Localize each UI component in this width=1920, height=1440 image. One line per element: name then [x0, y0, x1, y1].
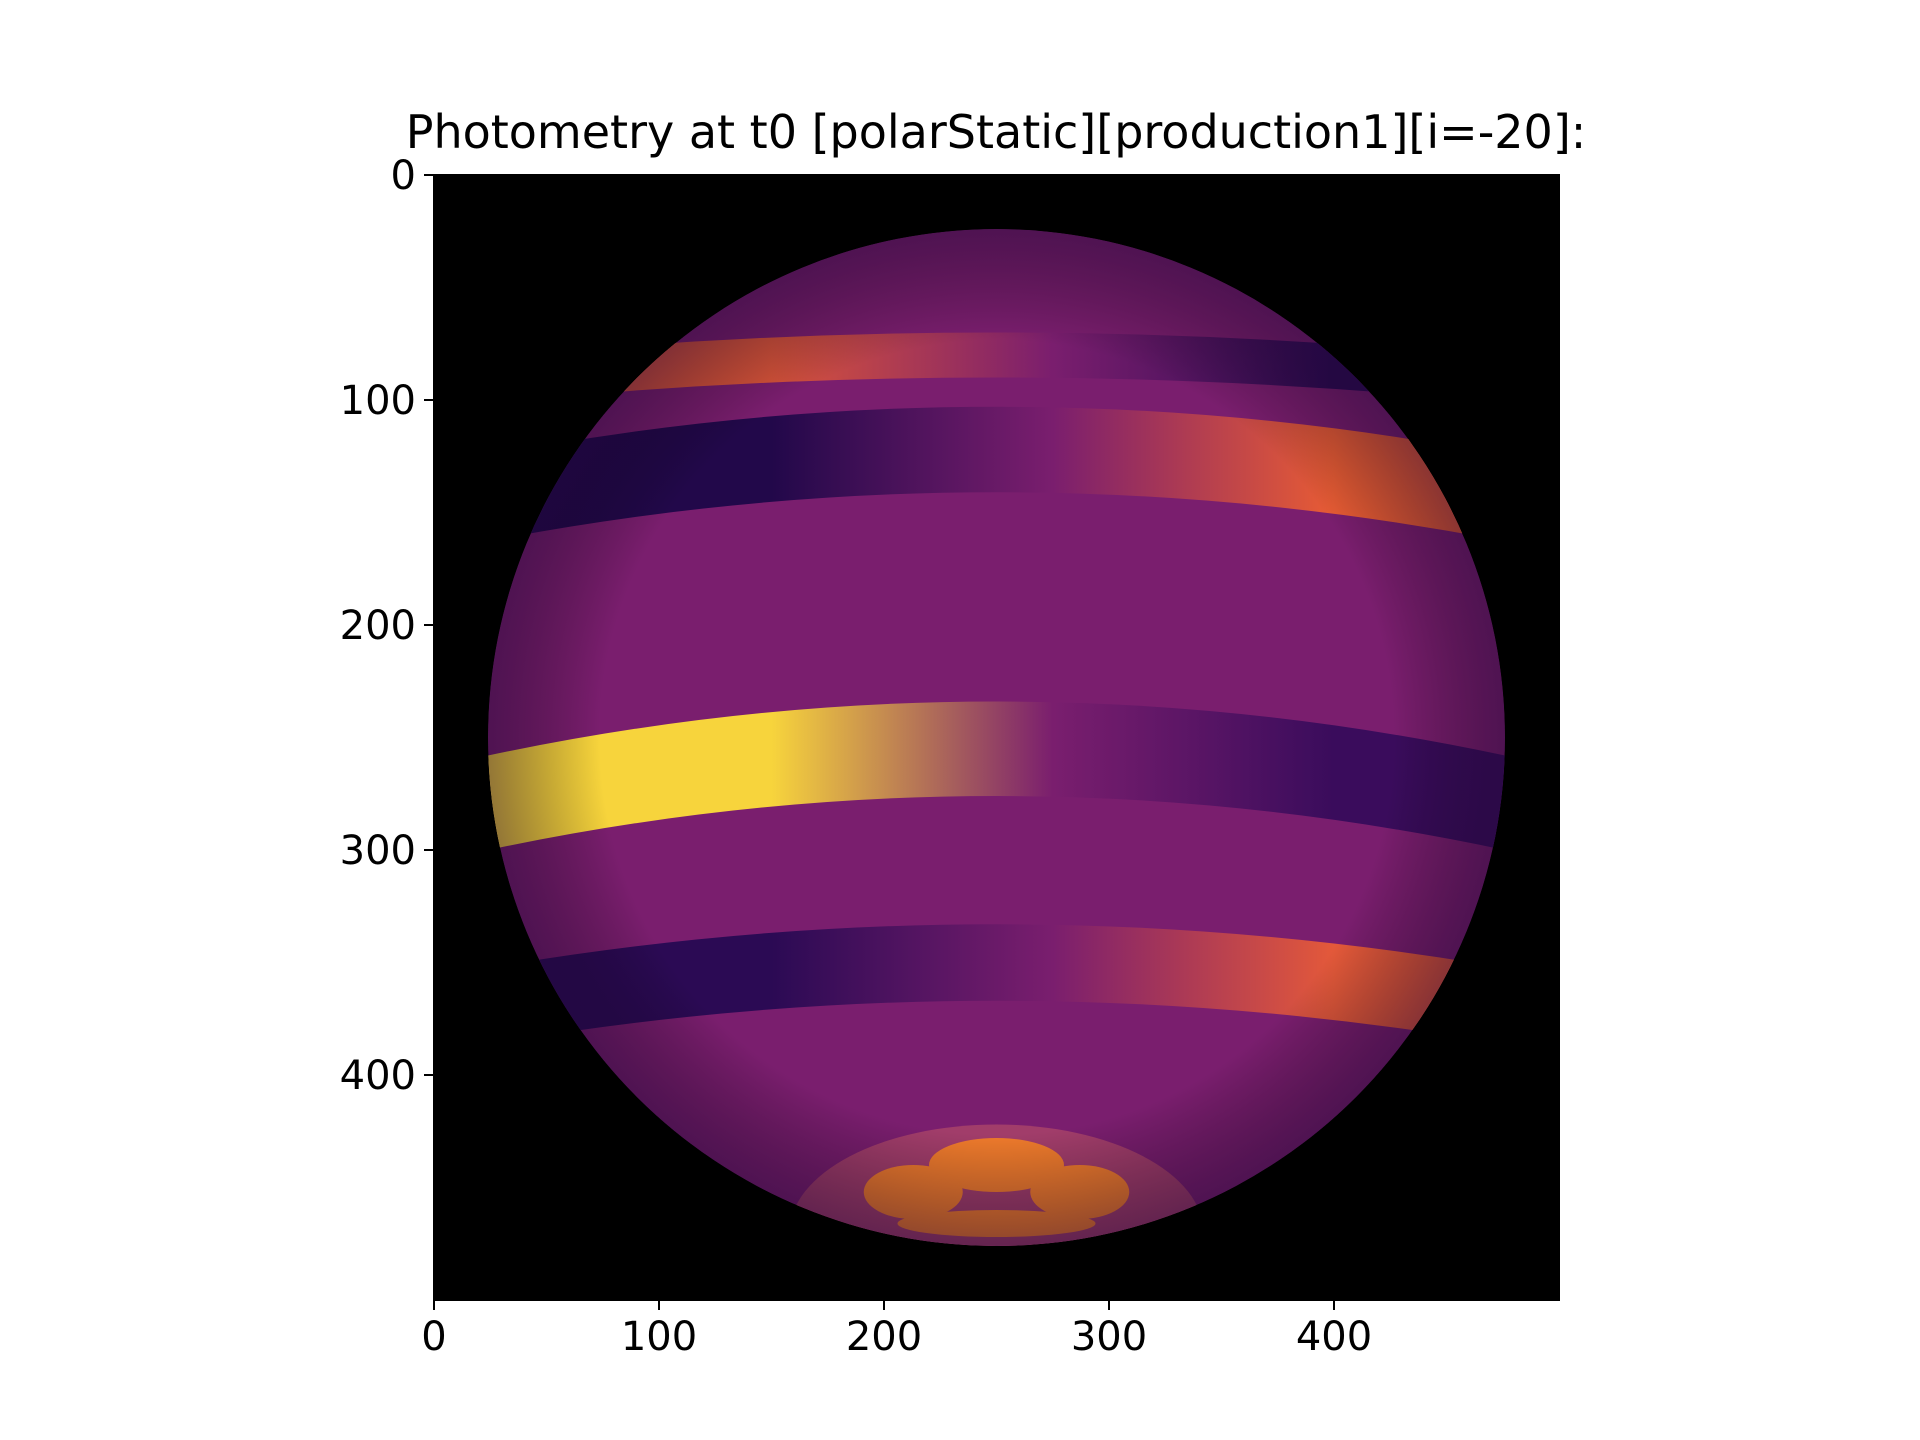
plot-area	[434, 175, 1559, 1300]
y-tick-label-3: 300	[340, 828, 416, 874]
y-tick-label-1: 100	[340, 378, 416, 424]
y-tick-label-4: 400	[340, 1053, 416, 1099]
photometry-disk	[488, 229, 1505, 1246]
axes-border	[433, 174, 1560, 1301]
x-tick-label-1: 100	[621, 1314, 697, 1360]
disk-clipped-content	[488, 229, 1505, 1246]
limb-darkening	[488, 229, 1505, 1246]
y-tick-label-0: 0	[391, 153, 416, 199]
y-tick-label-2: 200	[340, 603, 416, 649]
x-tick-label-3: 300	[1071, 1314, 1147, 1360]
y-axis: 0 100 200 300 400	[340, 153, 434, 1099]
x-tick-label-2: 200	[846, 1314, 922, 1360]
chart-title: Photometry at t0 [polarStatic][productio…	[406, 105, 1587, 159]
axes-frame	[433, 174, 1560, 1301]
x-tick-label-0: 0	[421, 1314, 446, 1360]
x-axis: 0 100 200 300 400	[421, 1300, 1372, 1360]
x-tick-label-4: 400	[1296, 1314, 1372, 1360]
